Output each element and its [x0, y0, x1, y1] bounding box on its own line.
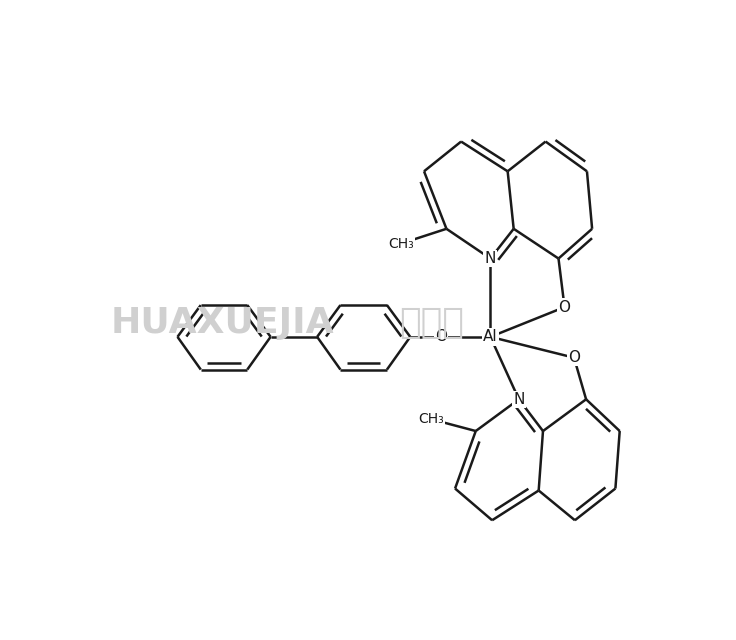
Text: CH₃: CH₃	[418, 412, 444, 426]
Text: HUAXUEJIA: HUAXUEJIA	[110, 306, 334, 340]
Text: Al: Al	[483, 330, 498, 344]
Text: O: O	[435, 330, 447, 344]
Text: O: O	[568, 350, 580, 365]
Text: O: O	[559, 300, 570, 315]
Text: N: N	[485, 251, 496, 266]
Text: N: N	[513, 392, 525, 407]
Text: CH₃: CH₃	[388, 237, 414, 251]
Text: 化学加: 化学加	[399, 306, 464, 340]
